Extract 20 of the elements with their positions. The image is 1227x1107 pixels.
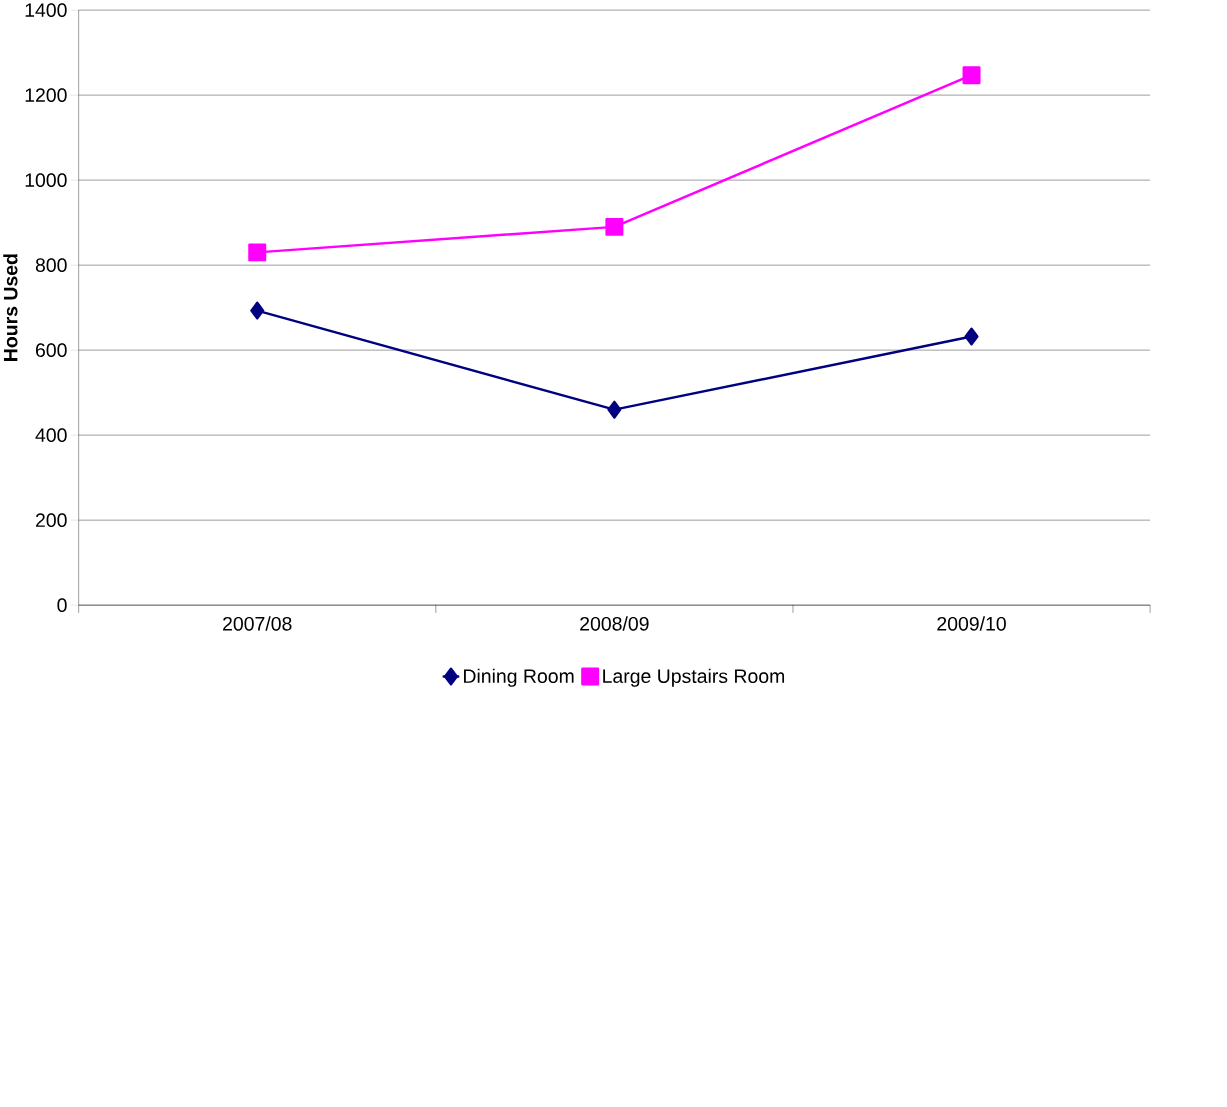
y-tick-label: 800 — [35, 258, 67, 273]
y-tick-label: 0 — [57, 598, 67, 613]
point — [250, 301, 265, 320]
point — [248, 243, 267, 262]
y-tick-label: 1000 — [25, 173, 67, 188]
y-tick-label: 1200 — [25, 88, 67, 103]
point — [962, 66, 981, 85]
y-tick-label: 400 — [35, 428, 67, 443]
x-tick-label: 2009/10 — [937, 616, 1006, 631]
y-tick-label: 200 — [35, 513, 67, 528]
x-tick-label: 2007/08 — [223, 616, 292, 631]
point — [964, 327, 979, 346]
point — [605, 218, 624, 237]
y-tick-label: 600 — [36, 343, 67, 358]
legend-label: Dining Room — [464, 668, 574, 688]
x-tick-label: 2008/09 — [580, 616, 649, 631]
y-tick-label: 1400 — [25, 3, 67, 18]
legend-label: Large Upstairs Room — [603, 668, 785, 688]
point — [607, 400, 622, 419]
y-axis-title: Hours Used — [3, 254, 18, 362]
